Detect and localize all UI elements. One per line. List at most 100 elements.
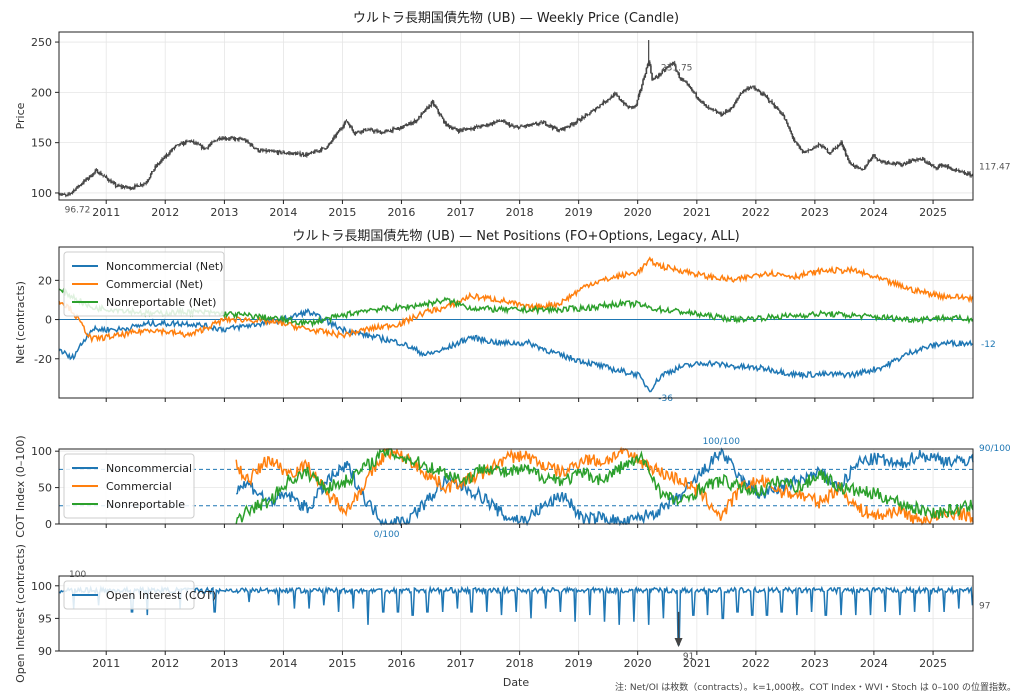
candle-body [842,145,845,149]
candle-body [383,131,385,134]
candle-body [616,94,618,96]
candle-body [122,186,125,188]
candle-body [368,129,370,131]
candle-body [773,103,776,107]
candle-body [707,106,710,108]
candle-body [100,172,102,175]
candle-body [643,77,645,80]
candle-body [854,165,857,168]
candle-body [297,152,299,154]
candle-body [637,95,640,100]
candle-body [590,111,592,114]
candle-body [285,153,288,155]
candle-body [619,99,622,101]
candle-body [446,123,449,127]
candle-body [166,154,169,156]
candle-body [910,160,913,163]
candle-body [920,159,923,161]
candle-body [326,146,329,149]
candle-body [270,150,273,152]
annotation-label: 100/100 [703,437,741,447]
candle-body [879,160,882,162]
candle-body [361,130,364,132]
candle-body [864,166,866,170]
candle-body [948,167,951,168]
annotation-label: 231.75 [661,63,693,73]
candle-body [892,162,894,164]
candle-body [696,96,699,99]
candle-body [325,148,327,150]
candle-body [333,136,335,139]
candle-body [353,132,356,134]
candle-body [379,131,382,134]
candle-body [874,154,876,158]
candle-body [430,102,433,107]
candle-body [772,103,774,105]
candle-body [741,91,744,94]
candle-body [205,147,207,149]
candle-body [546,124,548,126]
candle-body [319,150,322,152]
candle-body [519,125,522,127]
legend-box [63,251,225,317]
candle-body [794,141,797,143]
candle-body [179,143,181,146]
candle-body [110,180,112,184]
candle-body [602,100,605,105]
candle-body [140,184,143,186]
candle-body [456,129,459,131]
candle-body [482,125,485,126]
candle-body [720,112,722,116]
candle-body [156,163,159,166]
candle-body [84,180,86,182]
candle-body [370,129,373,130]
candle-body [869,159,872,161]
candle-body [396,128,399,130]
candle-body [506,123,508,125]
candle-body [954,169,957,171]
candle-body [687,83,690,86]
candle-body [479,126,481,128]
candle-body [838,145,840,146]
candle-body [206,147,209,149]
candle-body [593,109,596,111]
candle-body [293,152,296,154]
candle-body [931,165,934,167]
candle-body [551,126,554,129]
x-tick-label: 2016 [387,657,415,670]
candle-body [927,162,930,164]
candle-body [658,73,660,77]
candle-body [282,151,284,153]
candle-body [553,126,556,129]
candle-body [611,96,614,98]
candle-body [934,166,936,168]
candle-body [295,153,298,155]
candle-body [106,177,109,180]
candle-body [585,114,588,115]
candle-body [612,94,615,98]
candle-body [182,142,185,145]
candle-body [68,193,70,195]
candle-body [427,107,429,109]
candle-body [363,128,366,130]
candle-body [91,175,93,177]
y-tick-label: -20 [34,353,52,366]
candle-body [680,78,683,80]
candle-body [704,104,707,106]
candle-body [411,123,413,125]
candle-body [194,142,196,144]
candle-body [452,128,454,130]
candle-body [526,125,529,127]
candle-body [230,137,232,139]
candle-body [632,106,634,108]
x-tick-label: 2011 [92,206,120,219]
candle-body [63,193,66,195]
candle-body [598,106,600,108]
candle-body [138,186,141,187]
candle-body [421,112,424,114]
x-tick-label: 2020 [624,206,652,219]
candle-body [671,63,674,65]
candle-body [155,165,158,167]
candle-body [461,129,463,131]
candle-body [349,124,351,128]
